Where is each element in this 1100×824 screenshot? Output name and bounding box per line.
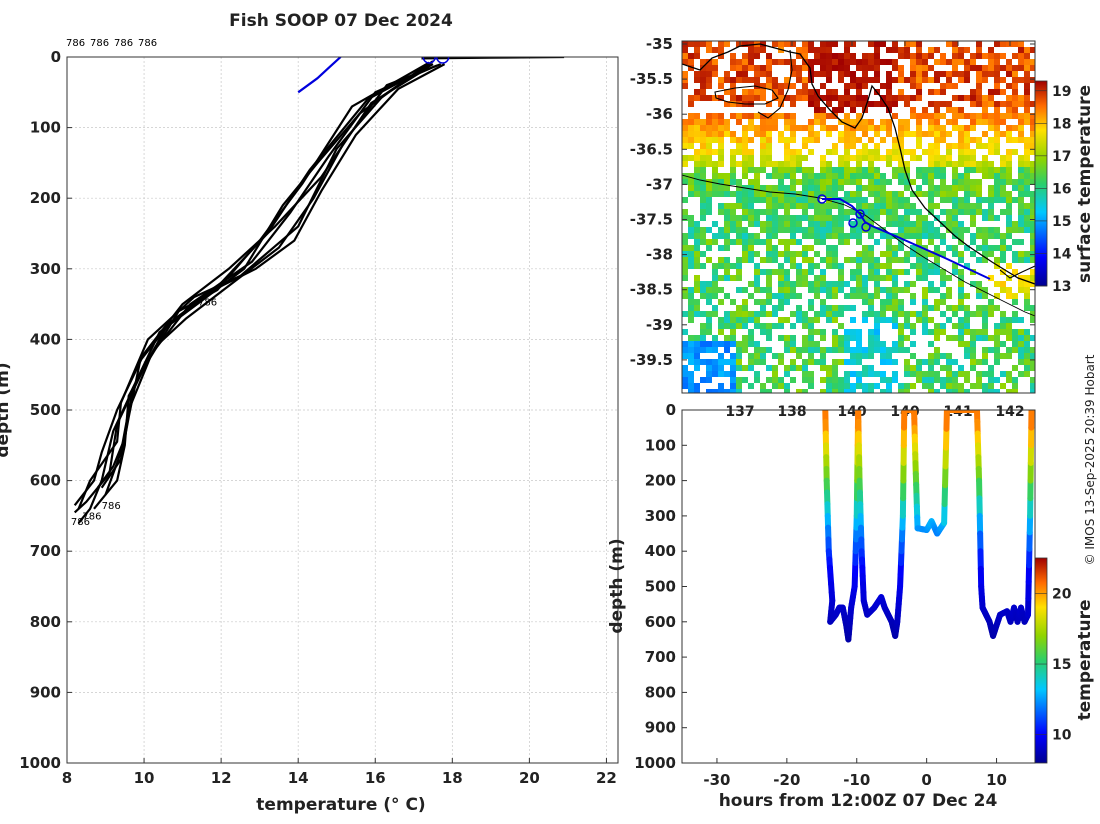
temperature-colorbar bbox=[1035, 558, 1047, 763]
x-tick-label-16: 16 bbox=[365, 769, 386, 787]
section-y-tick-label-1000: 1000 bbox=[634, 754, 676, 772]
section-y-tick-label-600: 600 bbox=[645, 613, 676, 631]
lat-tick-label-9: -39.5 bbox=[630, 351, 673, 369]
sst-cbar-label-19: 19 bbox=[1052, 84, 1071, 100]
y-tick-label-900: 900 bbox=[30, 683, 61, 701]
profile-line-7 bbox=[102, 64, 445, 488]
profile-line-2 bbox=[94, 66, 437, 509]
profile-ylabel: depth (m) bbox=[0, 362, 13, 457]
temp-cbar-label-15: 15 bbox=[1052, 657, 1071, 673]
lon-tick-label-1: 138 bbox=[777, 404, 806, 420]
x-tick-label-20: 20 bbox=[519, 769, 540, 787]
section-xlabel: hours from 12:00Z 07 Dec 24 bbox=[719, 791, 998, 811]
map-panel: -35 -35.5 -36 -36.5 -37 -37.5 -38 -38.5 -39 -39.5… bbox=[630, 35, 1095, 420]
profile-line-6 bbox=[79, 61, 433, 509]
section-y-tick-label-900: 900 bbox=[645, 719, 676, 737]
lat-tick-label-6: -38 bbox=[646, 246, 673, 264]
x-tick-label-14: 14 bbox=[288, 769, 309, 787]
lon-tick-label-2: 140 bbox=[837, 404, 866, 420]
section-y-tick-label-800: 800 bbox=[645, 683, 676, 701]
profile-line-3 bbox=[75, 63, 430, 513]
sst-cbar-label-16: 16 bbox=[1052, 181, 1071, 197]
sst-cbar-label-15: 15 bbox=[1052, 214, 1071, 230]
x-tick-label-22: 22 bbox=[596, 769, 617, 787]
deploy-labels-top: 786 786 786 786 bbox=[66, 38, 157, 49]
section-y-tick-label-100: 100 bbox=[645, 436, 676, 454]
profile-line-8 bbox=[75, 67, 430, 505]
temperature-colorbar-label: temperature bbox=[1075, 599, 1095, 720]
sst-cbar-label-13: 13 bbox=[1052, 279, 1071, 295]
section-y-tick-label-500: 500 bbox=[645, 578, 676, 596]
section-y-tick-label-0: 0 bbox=[666, 401, 676, 419]
profile-line-4 bbox=[106, 64, 441, 495]
deploy-label-1: 786 bbox=[66, 38, 85, 49]
section-x-tick-label--30: -30 bbox=[703, 771, 730, 789]
y-tick-label-700: 700 bbox=[30, 542, 61, 560]
section-ylabel: depth (m) bbox=[607, 538, 627, 633]
section-y-tick-label-700: 700 bbox=[645, 648, 676, 666]
chart-title: Fish SOOP 07 Dec 2024 bbox=[229, 11, 453, 31]
y-tick-label-0: 0 bbox=[51, 48, 61, 66]
y-tick-label-500: 500 bbox=[30, 401, 61, 419]
y-tick-label-1000: 1000 bbox=[19, 754, 61, 772]
section-x-tick-label--20: -20 bbox=[773, 771, 800, 789]
lat-tick-label-4: -37 bbox=[646, 175, 673, 193]
profile-line-10 bbox=[298, 57, 340, 92]
section-y-tick-label-400: 400 bbox=[645, 542, 676, 560]
deploy-label-2: 786 bbox=[90, 38, 109, 49]
profile-series bbox=[75, 51, 564, 523]
profile-line-1 bbox=[79, 64, 433, 523]
profile-label-2: 786 bbox=[102, 501, 121, 512]
lon-tick-label-0: 137 bbox=[725, 404, 754, 420]
lat-tick-label-0: -35 bbox=[646, 35, 673, 53]
temp-cbar-label-20: 20 bbox=[1052, 586, 1072, 602]
profile-panel: 8 10 12 14 16 18 20 22 0 100 200 300 400 500 600 700 800… bbox=[0, 38, 618, 815]
lat-tick-label-2: -36 bbox=[646, 105, 673, 123]
y-tick-label-100: 100 bbox=[30, 119, 61, 137]
lat-tick-label-8: -39 bbox=[646, 316, 673, 334]
lat-tick-label-5: -37.5 bbox=[630, 211, 673, 229]
y-tick-label-200: 200 bbox=[30, 189, 61, 207]
x-tick-label-10: 10 bbox=[134, 769, 155, 787]
lat-tick-label-3: -36.5 bbox=[630, 140, 673, 158]
sst-cbar-label-17: 17 bbox=[1052, 149, 1071, 165]
y-tick-label-600: 600 bbox=[30, 472, 61, 490]
x-tick-label-12: 12 bbox=[211, 769, 232, 787]
x-tick-label-18: 18 bbox=[442, 769, 463, 787]
profile-label-1: 786 bbox=[198, 298, 217, 309]
sst-colorbar-label: surface temperature bbox=[1075, 85, 1095, 283]
deploy-label-3: 786 bbox=[114, 38, 133, 49]
lon-tick-label-5: 142 bbox=[995, 404, 1024, 420]
lat-tick-label-1: -35.5 bbox=[630, 70, 673, 88]
sst-colorbar bbox=[1035, 81, 1047, 286]
profile-grid bbox=[67, 57, 618, 763]
y-tick-label-800: 800 bbox=[30, 613, 61, 631]
section-x-tick-label--10: -10 bbox=[843, 771, 870, 789]
sst-cbar-label-14: 14 bbox=[1052, 246, 1072, 262]
y-tick-label-300: 300 bbox=[30, 260, 61, 278]
profile-xlabel: temperature (° C) bbox=[256, 795, 425, 815]
section-y-tick-label-200: 200 bbox=[645, 472, 676, 490]
section-x-tick-label-10: 10 bbox=[986, 771, 1007, 789]
section-trace bbox=[825, 410, 1031, 639]
deploy-label-4: 786 bbox=[138, 38, 157, 49]
y-tick-label-400: 400 bbox=[30, 330, 61, 348]
temp-cbar-label-10: 10 bbox=[1052, 728, 1072, 744]
lat-tick-label-7: -38.5 bbox=[630, 281, 673, 299]
x-tick-label-8: 8 bbox=[62, 769, 72, 787]
profile-label-4: 786 bbox=[71, 517, 90, 528]
profile-line-5 bbox=[98, 66, 426, 488]
section-y-tick-label-300: 300 bbox=[645, 507, 676, 525]
imos-credit: © IMOS 13-Sep-2025 20:39 Hobart bbox=[1083, 354, 1097, 565]
section-x-tick-label-0: 0 bbox=[921, 771, 931, 789]
sst-cbar-label-18: 18 bbox=[1052, 116, 1071, 132]
